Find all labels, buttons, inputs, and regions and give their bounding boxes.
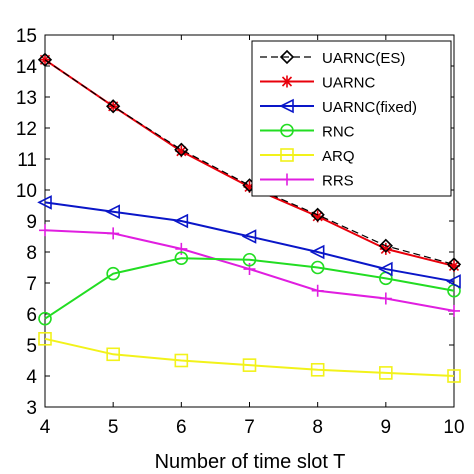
y-tick-label: 15 <box>16 26 37 47</box>
legend-item-uarnc-fixed: UARNC(fixed) <box>260 98 417 116</box>
data-point-rnc <box>310 260 325 275</box>
data-point-arq <box>106 347 120 362</box>
data-point-arq <box>174 353 189 368</box>
data-point-rrs <box>39 224 51 237</box>
y-tick-label: 5 <box>26 336 37 357</box>
legend-marker-rrs <box>281 173 293 186</box>
series-layer <box>37 52 462 383</box>
data-point-uarnc-fixed <box>309 244 325 260</box>
legend: UARNC(ES) UARNC UARNC(fixed) RNC ARQ RRS <box>251 40 452 197</box>
data-point-rnc <box>242 252 257 267</box>
legend-marker-rnc <box>280 123 294 138</box>
legend-marker-uarnc-es <box>279 49 295 65</box>
y-tick-label: 6 <box>26 305 37 326</box>
data-point-uarnc-es <box>174 142 189 157</box>
series-uarnc-fixed <box>37 195 461 289</box>
y-tick-label: 11 <box>17 150 37 171</box>
data-point-rnc <box>174 251 189 266</box>
data-point-uarnc-es <box>378 238 393 253</box>
legend-label: ARQ <box>322 148 355 165</box>
data-point-uarnc <box>311 210 324 223</box>
data-point-uarnc-es <box>310 207 325 222</box>
data-point-rnc <box>106 266 120 281</box>
legend-label: RNC <box>322 124 355 141</box>
legend-label: RRS <box>322 173 354 190</box>
x-tick-label: 7 <box>244 417 255 438</box>
series-line-arq <box>44 337 455 377</box>
legend-item-arq: ARQ <box>260 148 355 165</box>
y-tick-label: 13 <box>16 88 37 109</box>
data-point-rrs <box>379 292 392 305</box>
legend-item-uarnc-es: UARNC(ES) <box>260 49 405 67</box>
y-tick-label: 12 <box>16 119 37 140</box>
legend-box <box>251 40 452 197</box>
series-rnc <box>38 251 461 326</box>
legend-label: UARNC(ES) <box>322 50 405 67</box>
y-tick-label: 3 <box>26 398 37 419</box>
x-axis-label: Number of time slot T <box>155 451 346 473</box>
series-line-uarnc-fixed <box>44 201 455 283</box>
data-point-uarnc-fixed <box>173 213 189 229</box>
y-tick-label: 14 <box>16 57 38 78</box>
data-point-uarnc-fixed <box>446 274 461 289</box>
data-point-arq <box>242 358 257 372</box>
x-tick-label: 5 <box>108 417 119 438</box>
y-tick-label: 8 <box>26 243 37 264</box>
data-point-uarnc <box>243 180 256 193</box>
x-tick-label: 6 <box>176 417 187 438</box>
data-point-rrs <box>311 284 324 297</box>
legend-marker-uarnc-fixed <box>279 98 294 114</box>
data-point-uarnc <box>448 259 460 272</box>
data-point-uarnc-fixed <box>37 195 52 210</box>
series-line-uarnc-es <box>44 59 455 265</box>
data-point-rrs <box>107 227 120 240</box>
data-point-rrs <box>448 304 460 317</box>
data-point-uarnc-es <box>37 52 53 67</box>
legend-item-rnc: RNC <box>260 124 355 141</box>
data-point-arq <box>310 362 325 377</box>
data-point-arq <box>447 369 461 383</box>
y-tick-label: 9 <box>26 212 37 233</box>
x-tick-label: 9 <box>381 417 392 438</box>
data-point-rnc <box>38 311 52 326</box>
legend-label: UARNC <box>322 75 376 92</box>
legend-item-uarnc: UARNC <box>260 75 376 92</box>
legend-item-rrs: RRS <box>260 173 354 190</box>
y-tick-label: 4 <box>26 367 37 388</box>
data-point-uarnc-es <box>446 257 462 272</box>
data-point-uarnc-es <box>106 99 121 114</box>
legend-marker-uarnc <box>281 75 293 88</box>
data-point-uarnc <box>175 145 188 158</box>
legend-marker-arq <box>280 148 294 162</box>
data-point-uarnc-fixed <box>378 261 393 277</box>
data-point-arq <box>38 331 52 346</box>
x-tick-label: 10 <box>443 417 464 438</box>
x-tick-label: 8 <box>312 417 323 438</box>
data-point-uarnc-fixed <box>241 229 257 244</box>
data-point-arq <box>379 366 393 380</box>
y-tick-label: 7 <box>26 274 37 295</box>
series-arq <box>38 331 461 383</box>
y-tick-label: 10 <box>16 181 37 202</box>
legend-label: UARNC(fixed) <box>322 99 417 116</box>
series-line-rnc <box>44 257 455 320</box>
x-tick-label: 4 <box>40 417 51 438</box>
data-point-uarnc <box>379 242 392 255</box>
data-point-uarnc-fixed <box>105 204 120 219</box>
